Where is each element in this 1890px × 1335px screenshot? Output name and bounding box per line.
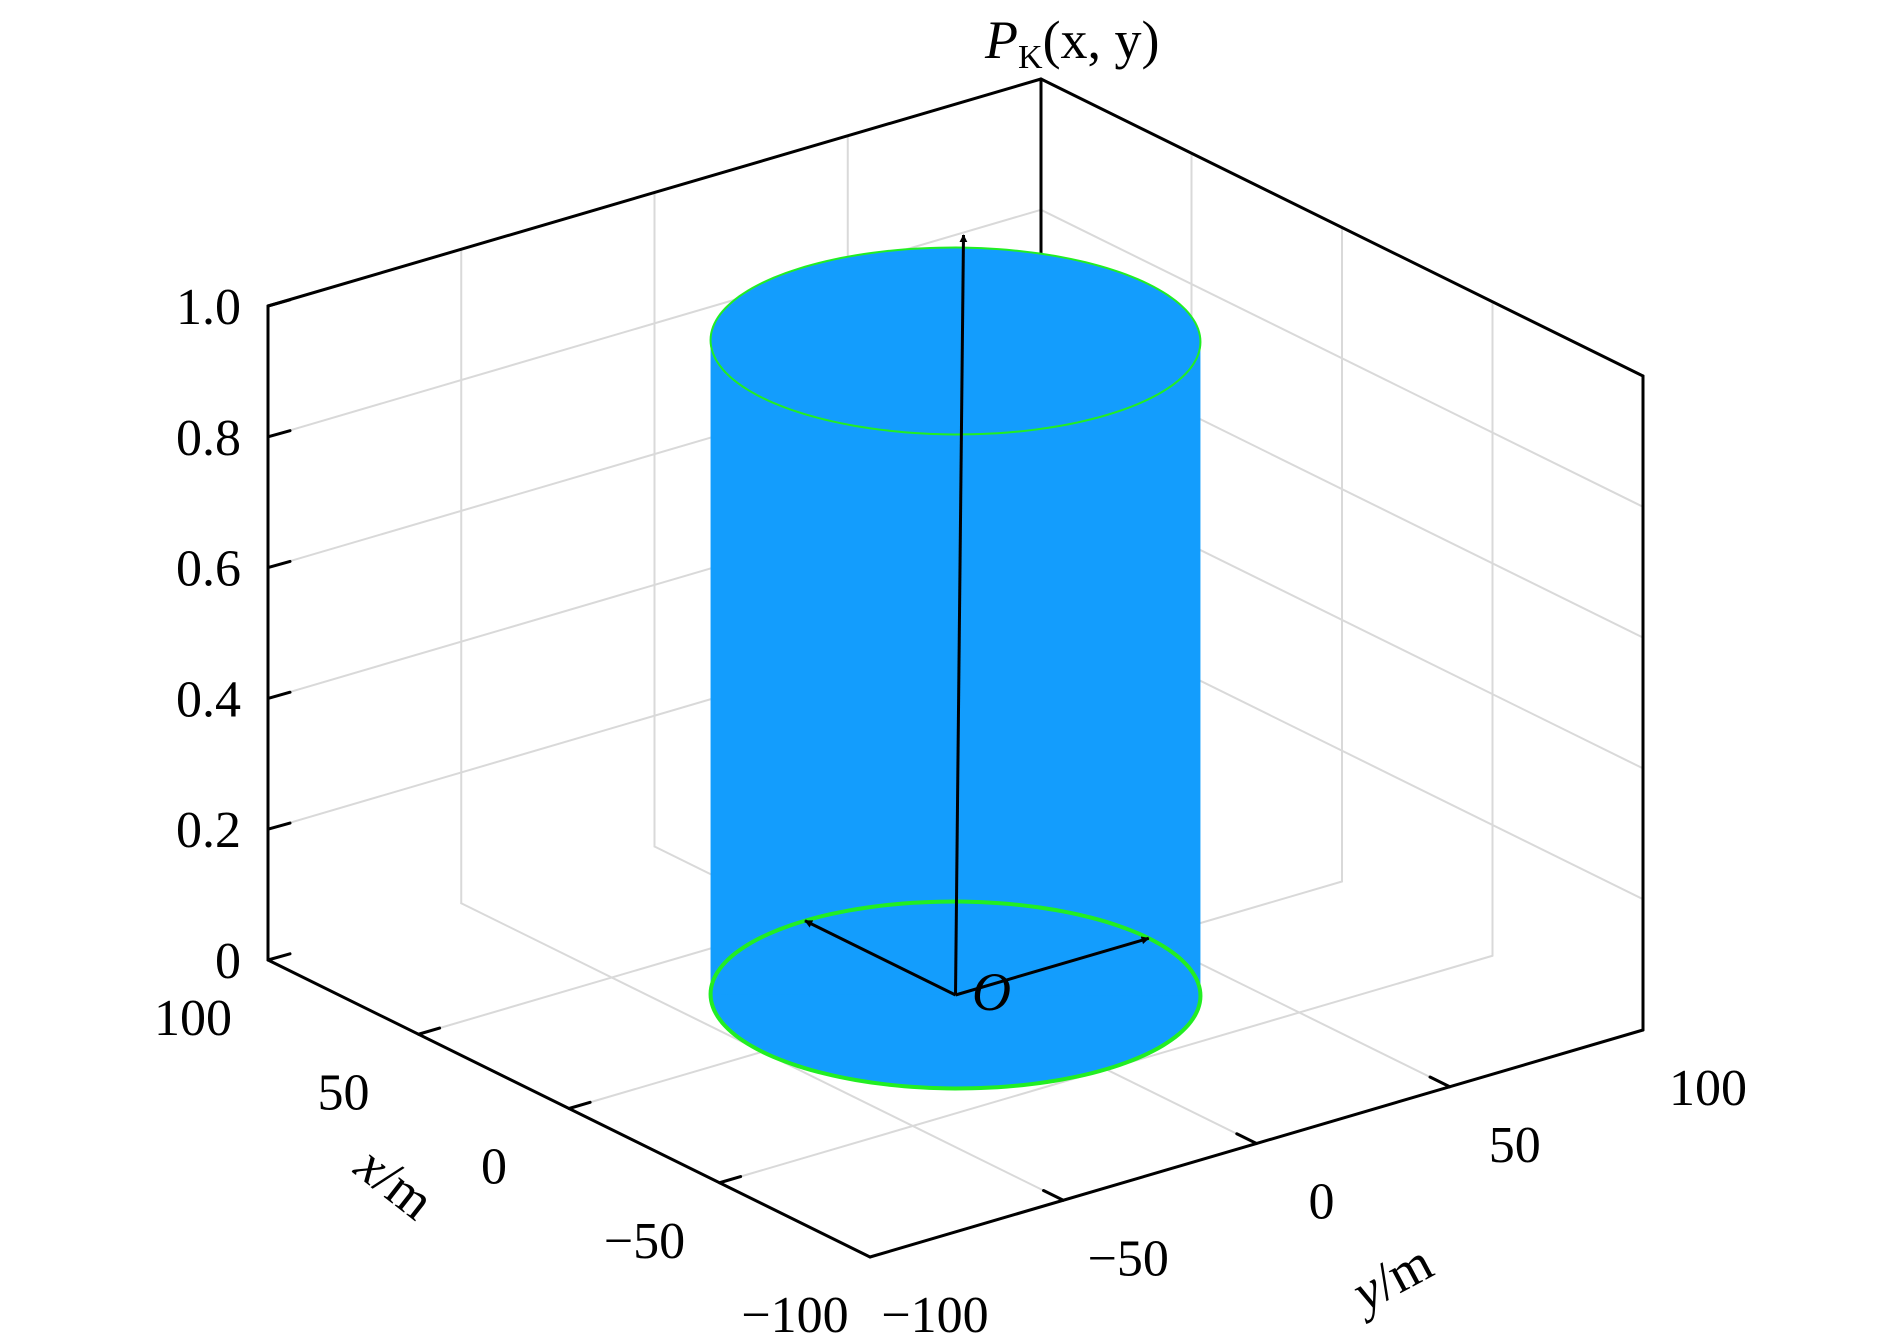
z-tick [266, 821, 292, 831]
y-tick [1042, 1189, 1065, 1202]
y-tick [1235, 1132, 1258, 1145]
box-edge [1039, 77, 1645, 378]
z-tick-label: 0 [215, 933, 241, 990]
cylinder-bottom-edge [708, 899, 1203, 1091]
origin-label: O [972, 962, 1011, 1022]
y-tick-label: 0 [1309, 1174, 1335, 1231]
y-tick [1428, 1075, 1452, 1089]
z-tick-label: 1.0 [176, 279, 241, 336]
z-tick [266, 690, 292, 700]
x-tick-label: 100 [154, 990, 232, 1047]
tick-marks [266, 298, 1452, 1202]
origin-z-arrow [954, 234, 968, 996]
z-tick [266, 559, 292, 570]
z-tick [266, 298, 292, 308]
box-edge [266, 77, 1043, 308]
z-tick [266, 429, 292, 439]
grid-line [1040, 208, 1644, 508]
y-tick-label: 100 [1669, 1060, 1747, 1117]
x-tick-label: −100 [741, 1287, 848, 1335]
x-axis-label: x/m [344, 1134, 446, 1232]
z-tick-label: 0.4 [176, 671, 241, 728]
grid-line [267, 208, 1042, 438]
axes-box-front [266, 304, 1645, 1259]
z-tick-label: 0.6 [176, 541, 241, 598]
y-tick-label: 50 [1489, 1117, 1541, 1174]
origin-y-arrow [955, 936, 1150, 997]
origin-x-arrow [804, 919, 957, 997]
z-tick [266, 952, 292, 962]
cylinder-top [709, 246, 1202, 436]
x-tick [567, 1100, 592, 1110]
x-tick [718, 1175, 743, 1185]
cylinder-side [710, 340, 1201, 996]
x-tick-label: 0 [481, 1139, 507, 1196]
y-tick-label: −50 [1088, 1230, 1169, 1287]
origin-axes [804, 234, 1150, 997]
z-tick-label: 0.2 [176, 802, 241, 859]
x-tick [417, 1026, 442, 1036]
x-tick-label: −50 [604, 1213, 685, 1270]
x-tick-label: 50 [318, 1064, 370, 1121]
z-axis-label: PK(x, y) [984, 10, 1160, 76]
y-tick-label: −100 [881, 1287, 988, 1335]
z-tick-label: 0.8 [176, 410, 241, 467]
y-axis-label: y/m [1338, 1232, 1442, 1325]
